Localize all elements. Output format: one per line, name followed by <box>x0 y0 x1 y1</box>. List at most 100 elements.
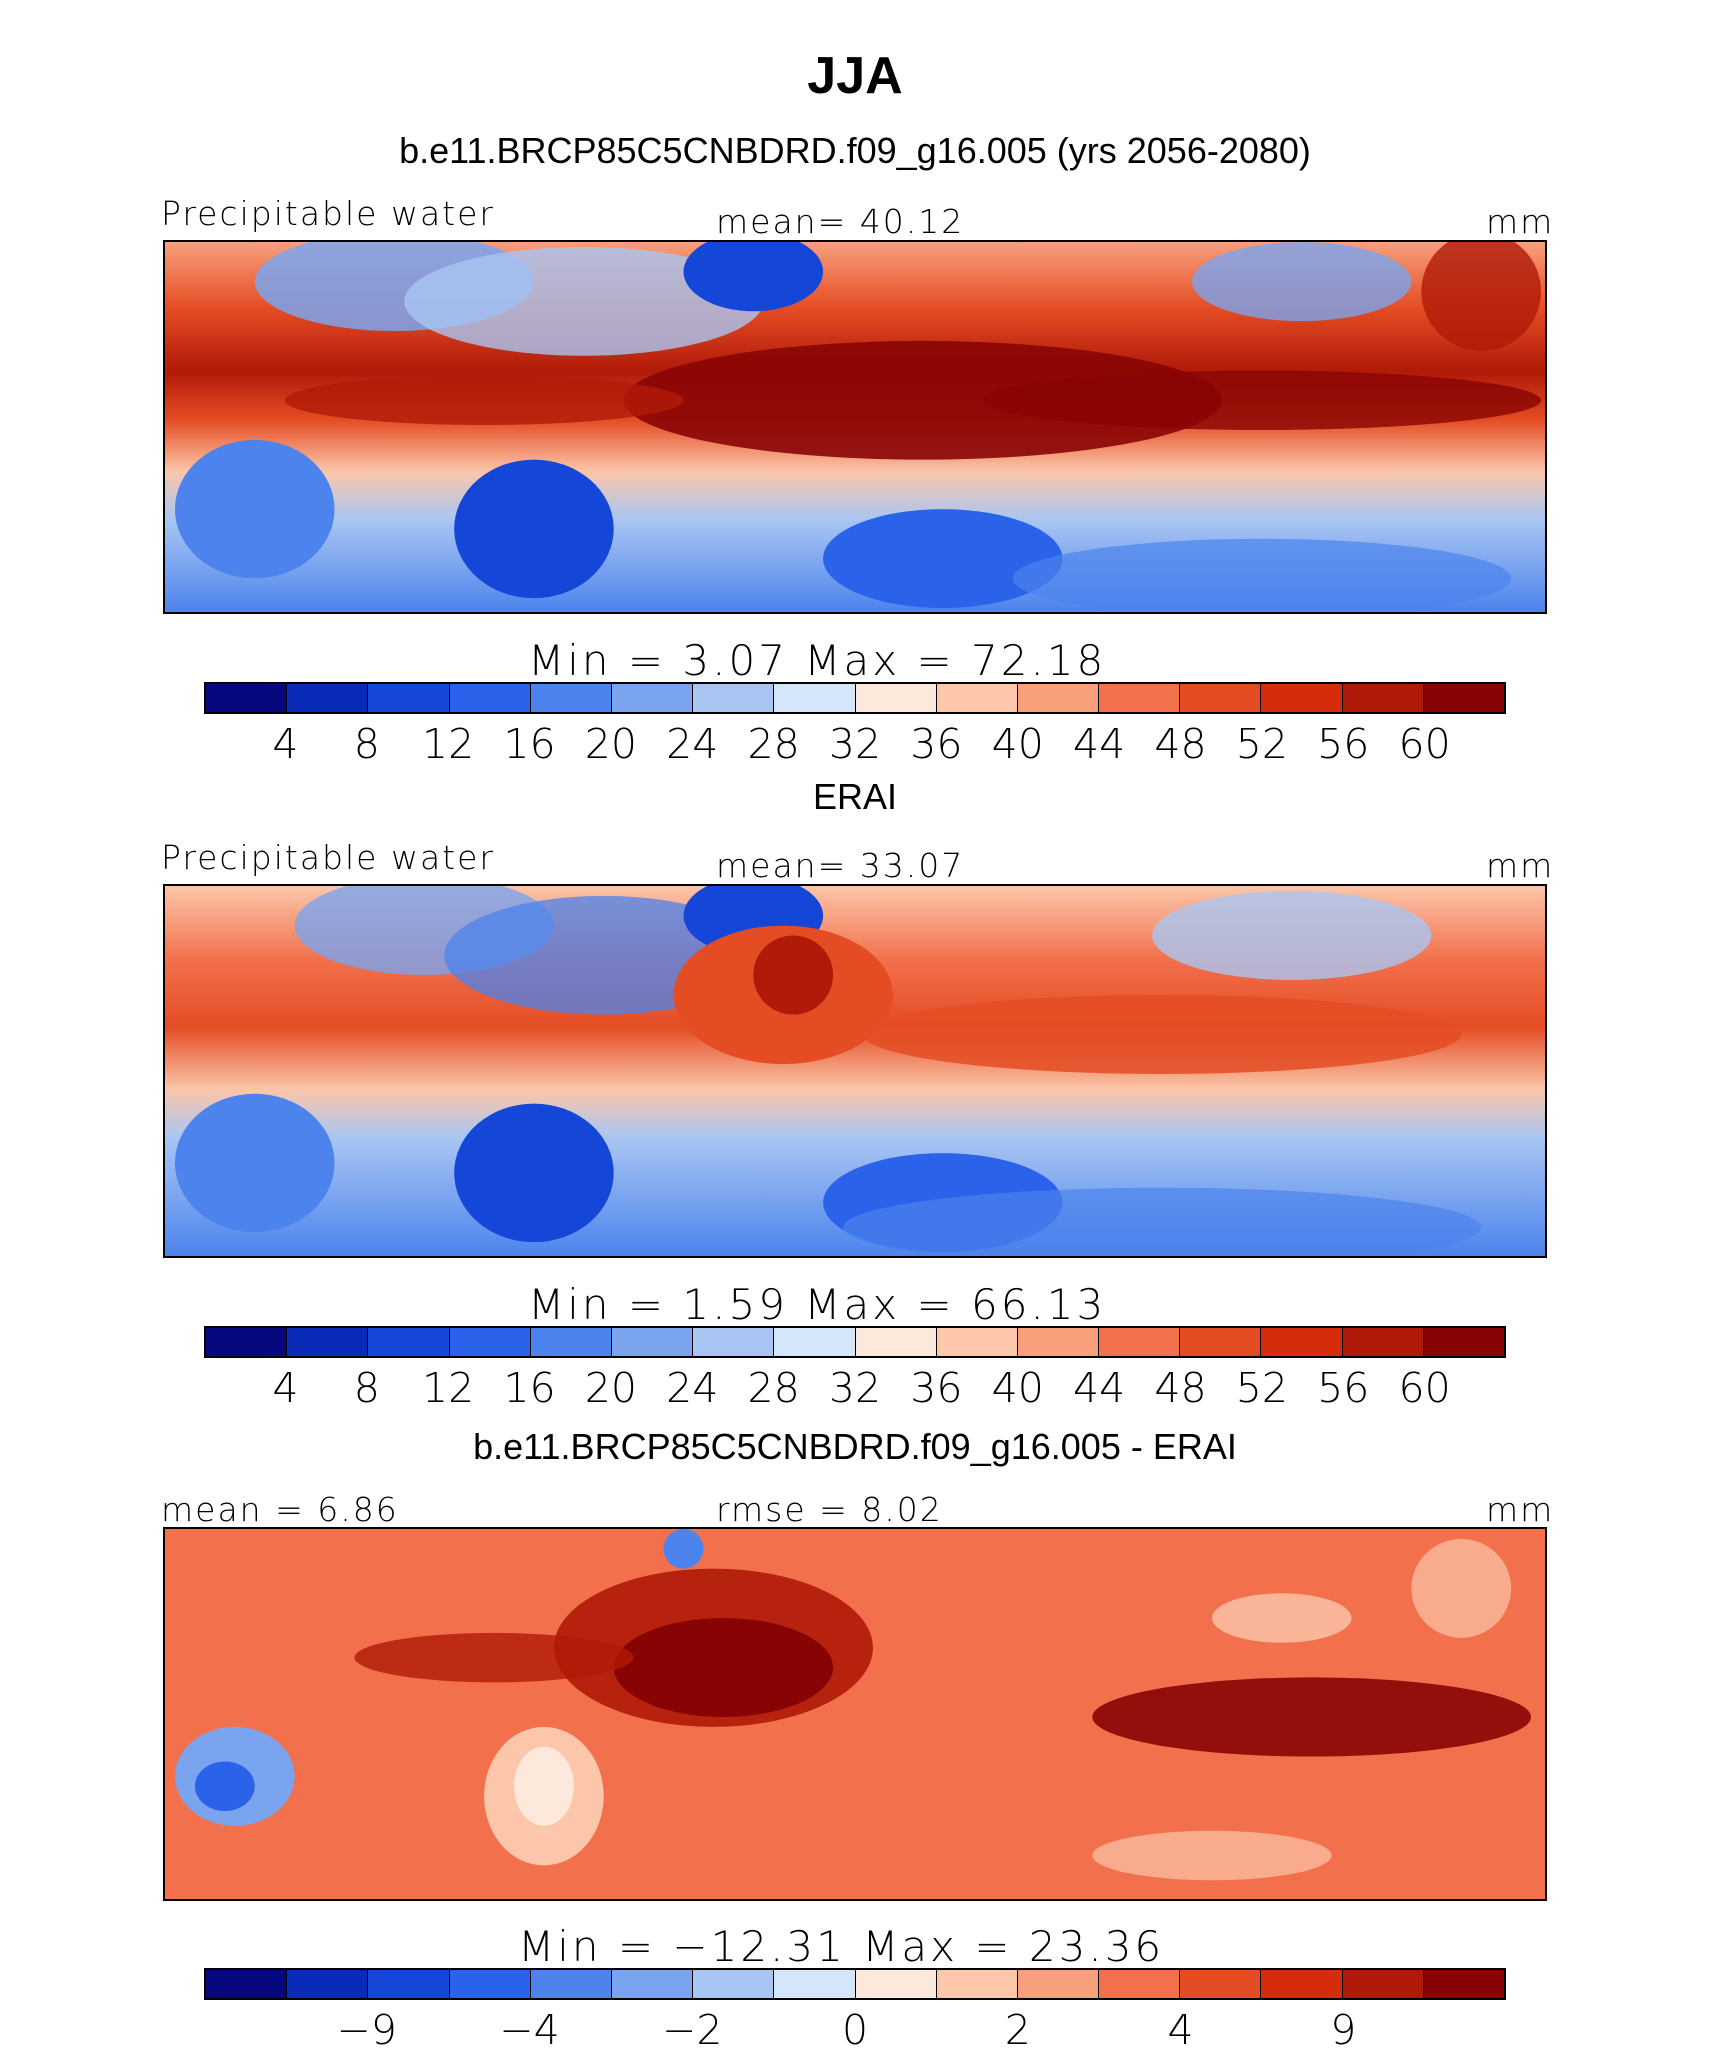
colorbar-tick-label: 52 <box>1235 1364 1288 1412</box>
colorbar-swatch <box>611 1970 694 1998</box>
colorbar-tick-label: 4 <box>1167 2006 1194 2054</box>
colorbar-tick-label: 48 <box>1154 1364 1207 1412</box>
colorbar-tick-label: 0 <box>841 2006 869 2054</box>
colorbar-tick-label: 40 <box>991 720 1044 768</box>
panel-3-units-label: mm <box>1486 1490 1555 1529</box>
colorbar-swatch <box>449 684 531 712</box>
panel-3-colorbar <box>204 1968 1506 2000</box>
colorbar-swatch <box>368 1970 450 1998</box>
colorbar-swatch <box>287 1970 369 1998</box>
colorbar-swatch <box>530 1970 612 1998</box>
panel-1-map <box>163 240 1547 614</box>
colorbar-tick-label: −2 <box>662 2006 723 2054</box>
colorbar-tick-label: 24 <box>666 1364 719 1412</box>
panel-3-map <box>163 1527 1547 1901</box>
colorbar-tick-label: 56 <box>1317 720 1370 768</box>
colorbar-tick-label: 2 <box>1004 2006 1031 2054</box>
colorbar-swatch <box>855 1328 937 1356</box>
colorbar-swatch <box>611 684 694 712</box>
colorbar-swatch <box>1017 684 1100 712</box>
panel-1-heading: b.e11.BRCP85C5CNBDRD.f09_g16.005 (yrs 20… <box>399 130 1311 171</box>
colorbar-swatch <box>206 684 288 712</box>
colorbar-tick-label: 16 <box>503 720 556 768</box>
colorbar-swatch <box>936 1328 1018 1356</box>
colorbar-swatch <box>368 1328 450 1356</box>
panel-3-colorbar-ticks: −9 −4 −2 0 2 4 9 <box>0 2006 1710 2056</box>
colorbar-swatch <box>693 684 775 712</box>
panel-2-colorbar <box>204 1326 1506 1358</box>
colorbar-swatch <box>611 1328 694 1356</box>
colorbar-swatch <box>1017 1970 1100 1998</box>
panel-2-heading: ERAI <box>812 776 898 817</box>
colorbar-tick-label: 12 <box>422 720 475 768</box>
panel-1-variable-label: Precipitable water <box>161 194 495 233</box>
colorbar-swatch <box>774 684 856 712</box>
panel-1-mean-label: mean= 40.12 <box>716 202 965 241</box>
colorbar-swatch <box>774 1328 856 1356</box>
panel-1-min-max-stats: Min = 3.07 Max = 72.18 <box>528 636 1107 685</box>
colorbar-tick-label: 48 <box>1154 720 1207 768</box>
colorbar-swatch <box>368 684 450 712</box>
colorbar-tick-label: 36 <box>910 1364 963 1412</box>
colorbar-tick-label: −4 <box>499 2006 560 2054</box>
colorbar-swatch <box>855 1970 937 1998</box>
colorbar-swatch <box>1261 684 1343 712</box>
colorbar-tick-label: 20 <box>584 720 637 768</box>
colorbar-tick-label: 52 <box>1235 720 1288 768</box>
panel-3-rmse-label: rmse = 8.02 <box>716 1490 943 1529</box>
colorbar-tick-label: 44 <box>1073 1364 1126 1412</box>
colorbar-swatch <box>530 1328 612 1356</box>
colorbar-swatch <box>1180 684 1262 712</box>
colorbar-tick-label: 28 <box>747 1364 800 1412</box>
colorbar-swatch <box>1099 684 1181 712</box>
colorbar-swatch <box>530 684 612 712</box>
colorbar-swatch <box>936 684 1018 712</box>
colorbar-tick-label: 16 <box>503 1364 556 1412</box>
panel-3-min-max-stats: Min = −12.31 Max = 23.36 <box>518 1922 1165 1971</box>
colorbar-swatch <box>693 1970 775 1998</box>
panel-2-units-label: mm <box>1486 846 1555 885</box>
colorbar-tick-label: −9 <box>336 2006 397 2054</box>
colorbar-swatch <box>1099 1970 1181 1998</box>
panel-1-units-label: mm <box>1486 202 1555 241</box>
colorbar-swatch <box>449 1970 531 1998</box>
colorbar-tick-label: 4 <box>272 720 299 768</box>
colorbar-swatch <box>774 1970 856 1998</box>
panel-2-map <box>163 884 1547 1258</box>
panel-3-heading: b.e11.BRCP85C5CNBDRD.f09_g16.005 - ERAI <box>473 1426 1237 1467</box>
colorbar-tick-label: 12 <box>422 1364 475 1412</box>
colorbar-swatch <box>449 1328 531 1356</box>
colorbar-swatch <box>693 1328 775 1356</box>
colorbar-tick-label: 8 <box>353 720 380 768</box>
colorbar-swatch <box>287 684 369 712</box>
colorbar-tick-label: 44 <box>1073 720 1126 768</box>
panel-2-min-max-stats: Min = 1.59 Max = 66.13 <box>528 1280 1107 1329</box>
colorbar-tick-label: 9 <box>1330 2006 1357 2054</box>
colorbar-swatch <box>1423 1970 1504 1998</box>
figure-title: JJA <box>807 47 903 105</box>
colorbar-swatch <box>1342 684 1424 712</box>
colorbar-swatch <box>206 1328 288 1356</box>
colorbar-tick-label: 56 <box>1317 1364 1370 1412</box>
colorbar-tick-label: 36 <box>910 720 963 768</box>
colorbar-swatch <box>1342 1328 1424 1356</box>
colorbar-tick-label: 32 <box>828 1364 882 1412</box>
colorbar-tick-label: 32 <box>828 720 882 768</box>
panel-3-mean-label: mean = 6.86 <box>161 1490 399 1529</box>
colorbar-swatch <box>855 684 937 712</box>
colorbar-swatch <box>1261 1970 1343 1998</box>
colorbar-tick-label: 4 <box>272 1364 299 1412</box>
colorbar-tick-label: 60 <box>1398 1364 1451 1412</box>
panel-1-colorbar <box>204 682 1506 714</box>
colorbar-swatch <box>1342 1970 1424 1998</box>
colorbar-swatch <box>1423 684 1504 712</box>
colorbar-tick-label: 8 <box>353 1364 380 1412</box>
colorbar-swatch <box>287 1328 369 1356</box>
colorbar-swatch <box>1261 1328 1343 1356</box>
panel-2-mean-label: mean= 33.07 <box>716 846 965 885</box>
colorbar-tick-label: 24 <box>666 720 719 768</box>
panel-1-colorbar-ticks: 4 8 12 16 20 24 28 32 36 40 44 48 52 56 60 <box>0 720 1710 770</box>
colorbar-swatch <box>1423 1328 1504 1356</box>
panel-2-variable-label: Precipitable water <box>161 838 495 877</box>
colorbar-swatch <box>206 1970 288 1998</box>
